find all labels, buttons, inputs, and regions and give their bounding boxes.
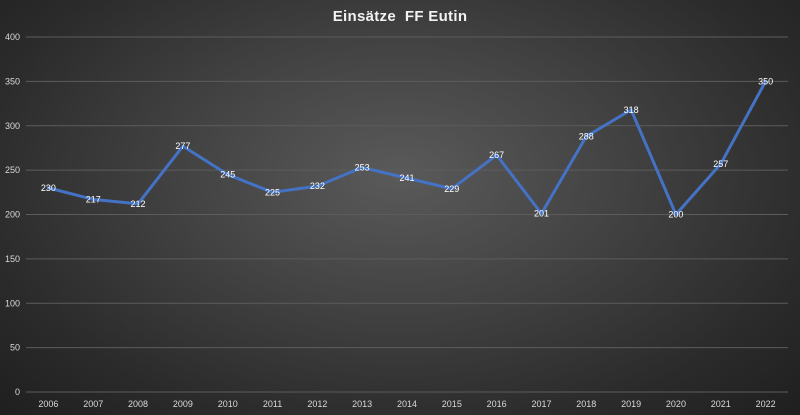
data-label: 225 — [265, 187, 280, 197]
x-tick-label: 2018 — [576, 399, 596, 409]
data-label: 201 — [534, 209, 549, 219]
y-tick-label: 250 — [5, 165, 20, 175]
data-label: 230 — [41, 183, 56, 193]
y-tick-label: 50 — [10, 343, 20, 353]
data-label: 200 — [668, 210, 683, 220]
y-tick-label: 150 — [5, 254, 20, 264]
data-label: 241 — [399, 173, 414, 183]
y-tick-label: 0 — [15, 387, 20, 397]
data-label: 257 — [713, 159, 728, 169]
data-label: 229 — [444, 184, 459, 194]
y-tick-label: 400 — [5, 32, 20, 42]
x-tick-label: 2019 — [621, 399, 641, 409]
y-tick-label: 100 — [5, 298, 20, 308]
data-point — [181, 144, 185, 148]
x-tick-label: 2013 — [352, 399, 372, 409]
data-point — [405, 176, 409, 180]
data-point — [226, 173, 230, 177]
y-tick-label: 350 — [5, 76, 20, 86]
data-label: 350 — [758, 76, 773, 86]
data-point — [136, 202, 140, 206]
x-tick-label: 2020 — [666, 399, 686, 409]
data-point — [450, 187, 454, 191]
x-tick-label: 2010 — [218, 399, 238, 409]
y-tick-label: 300 — [5, 121, 20, 131]
data-label: 212 — [131, 199, 146, 209]
data-point — [271, 190, 275, 194]
data-label: 267 — [489, 150, 504, 160]
x-tick-label: 2011 — [263, 399, 282, 409]
x-tick-label: 2009 — [173, 399, 193, 409]
data-label: 253 — [355, 162, 370, 172]
x-tick-label: 2007 — [83, 399, 103, 409]
data-point — [91, 197, 95, 201]
gridlines — [26, 36, 788, 393]
x-tick-label: 2015 — [442, 399, 462, 409]
data-point — [719, 162, 723, 166]
chart-title: Einsätze FF Eutin — [332, 8, 468, 25]
x-tick-label: 2014 — [397, 399, 417, 409]
data-label: 217 — [86, 194, 101, 204]
data-point — [584, 134, 588, 138]
data-point — [495, 153, 499, 157]
data-label: 318 — [624, 105, 639, 115]
data-point — [539, 212, 543, 216]
x-tick-label: 2012 — [307, 399, 327, 409]
series-line-path — [46, 79, 768, 216]
x-tick-label: 2022 — [756, 399, 776, 409]
data-label: 288 — [579, 131, 594, 141]
data-label: 245 — [220, 170, 235, 180]
data-label: 232 — [310, 181, 325, 191]
x-tick-label: 2021 — [711, 399, 731, 409]
x-tick-label: 2017 — [531, 399, 551, 409]
y-tick-label: 200 — [5, 210, 20, 220]
x-axis: 2006 2007 2008 2009 2010 2011 2012 2013 2014 2015… — [38, 399, 775, 409]
data-point — [360, 165, 364, 169]
series-line — [46, 79, 768, 216]
data-point — [764, 79, 768, 83]
data-labels: 230 217 212 277 245 225 232 253 241 229 267 201 288 3… — [41, 76, 773, 219]
data-point — [46, 186, 50, 190]
data-point — [315, 184, 319, 188]
data-point — [674, 213, 678, 216]
x-tick-label: 2016 — [487, 399, 507, 409]
y-axis: 0 50 100 150 200 250 300 350 400 — [5, 32, 20, 397]
data-label: 277 — [175, 141, 190, 151]
x-tick-label: 2008 — [128, 399, 148, 409]
data-point — [629, 108, 633, 112]
x-tick-label: 2006 — [38, 399, 58, 409]
